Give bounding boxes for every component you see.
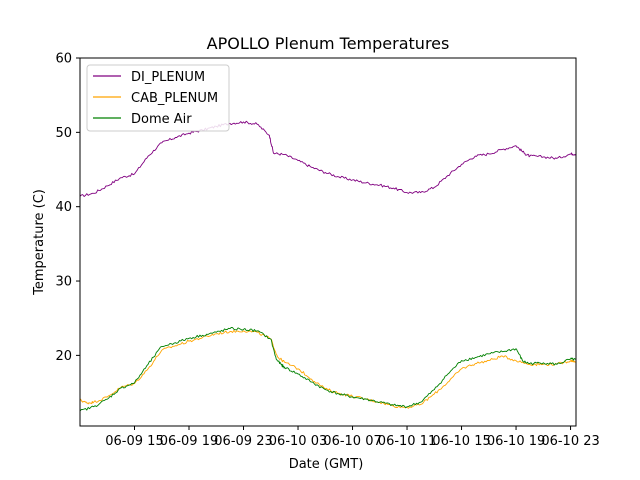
x-tick-label: 06-10 19 bbox=[487, 434, 545, 449]
x-tick-label: 06-10 15 bbox=[432, 434, 490, 449]
series-line-cab-plenum bbox=[79, 329, 577, 409]
legend-box bbox=[86, 64, 230, 132]
y-tick-label: 50 bbox=[55, 126, 72, 141]
plot-frame bbox=[79, 57, 577, 427]
x-tick-label: 06-10 03 bbox=[269, 434, 327, 449]
legend-label: Dome Air bbox=[131, 112, 192, 127]
series-line-dome-air bbox=[79, 327, 577, 412]
y-tick-label: 20 bbox=[55, 349, 72, 364]
x-tick-label: 06-10 23 bbox=[541, 434, 599, 449]
legend-label: CAB_PLENUM bbox=[131, 91, 218, 106]
legend-label: DI_PLENUM bbox=[131, 70, 205, 85]
y-axis: 20 30 40 50 60 bbox=[55, 52, 80, 364]
x-tick-label: 06-10 11 bbox=[378, 434, 436, 449]
x-tick-label: 06-09 23 bbox=[214, 434, 272, 449]
x-tick-label: 06-10 07 bbox=[323, 434, 381, 449]
x-tick-label: 06-09 19 bbox=[160, 434, 218, 449]
series-layer bbox=[79, 120, 577, 412]
chart-title: APOLLO Plenum Temperatures bbox=[207, 34, 450, 53]
series-line-di-plenum bbox=[79, 120, 577, 197]
x-tick-label: 06-09 15 bbox=[105, 434, 163, 449]
y-tick-label: 40 bbox=[55, 200, 72, 215]
y-tick-label: 30 bbox=[55, 275, 72, 290]
legend: DI_PLENUM CAB_PLENUM Dome Air bbox=[86, 64, 230, 132]
x-axis-label: Date (GMT) bbox=[289, 457, 364, 472]
y-axis-label: Temperature (C) bbox=[32, 189, 47, 296]
y-tick-label: 60 bbox=[55, 52, 72, 67]
